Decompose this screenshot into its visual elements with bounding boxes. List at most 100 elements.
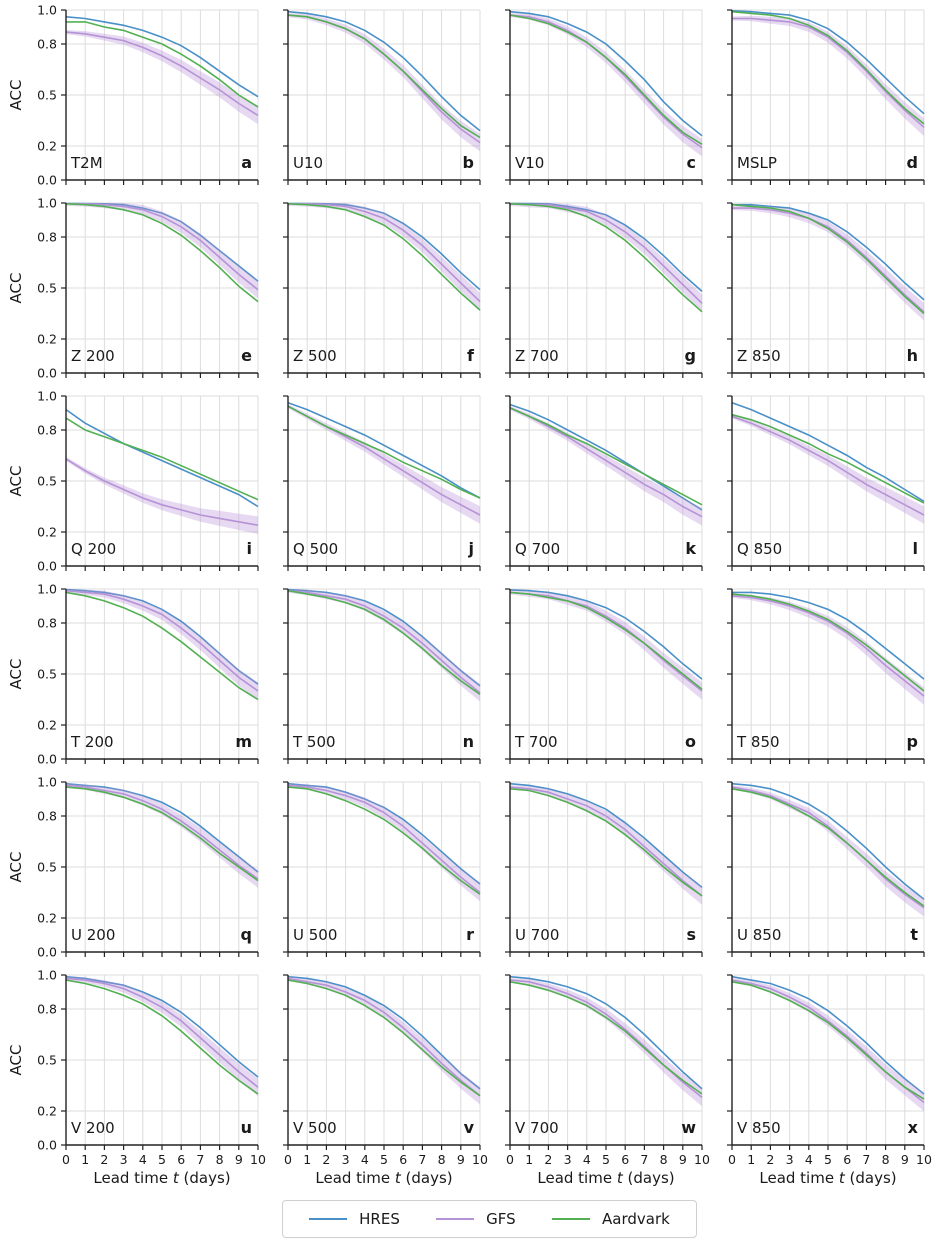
x-tick-label: 1 — [747, 1152, 755, 1167]
y-tick-label: 1.0 — [37, 196, 57, 211]
series-line-aardvark — [731, 981, 925, 1100]
series-line-gfs — [731, 595, 925, 697]
panel-letter: o — [685, 732, 696, 751]
series-line-hres — [731, 782, 925, 900]
series-line-gfs — [287, 977, 481, 1097]
panel-letter: r — [466, 925, 474, 944]
y-tick-label: 0.0 — [37, 366, 57, 381]
panel-letter: c — [687, 153, 696, 172]
series-line-hres — [65, 782, 259, 873]
x-tick-label: 6 — [399, 1152, 407, 1167]
series-band-gfs — [288, 404, 480, 524]
series-line-hres — [731, 10, 925, 115]
series-line-gfs — [732, 207, 925, 313]
series-line-aardvark — [731, 788, 925, 907]
legend-swatch-gfs — [436, 1218, 475, 1220]
series-line-gfs — [287, 784, 481, 894]
series-line-hres — [287, 782, 481, 885]
panel-variable-label: Z 500 — [293, 347, 337, 365]
x-tick-label: 3 — [564, 1152, 572, 1167]
series-line-gfs — [731, 415, 925, 516]
series-line-gfs — [287, 589, 481, 694]
panel-letter: d — [907, 153, 918, 172]
series-line-hres — [287, 10, 481, 132]
series-band-gfs — [732, 414, 924, 524]
panel-letter: s — [686, 925, 696, 944]
series-line-gfs — [65, 458, 259, 526]
series-line-hres — [509, 975, 703, 1090]
panel-c: V10 c — [505, 9, 703, 185]
legend-label-hres: HRES — [359, 1210, 400, 1228]
panel-letter: w — [681, 1118, 696, 1137]
series-line-aardvark — [65, 203, 259, 303]
panel-variable-label: Q 500 — [293, 540, 338, 558]
panel-letter: q — [241, 925, 252, 944]
series-line-aardvark — [731, 10, 925, 125]
x-axis-label: Lead time t (days) — [93, 1169, 230, 1187]
x-tick-label: 3 — [120, 1152, 128, 1167]
series-line-hres — [731, 402, 925, 503]
x-tick-label: 9 — [901, 1152, 909, 1167]
panel-letter: g — [685, 346, 696, 365]
x-tick-label: 2 — [766, 1152, 774, 1167]
series-line-aardvark — [509, 407, 703, 506]
y-tick-label: 0.2 — [37, 911, 57, 926]
panel-o: T 700 o — [505, 588, 703, 764]
y-axis-label: ACC — [7, 80, 25, 111]
y-tick-label: 0.0 — [37, 1138, 57, 1153]
x-tick-label: 1 — [303, 1152, 311, 1167]
series-line-hres — [732, 203, 925, 301]
series-band-gfs — [66, 589, 258, 700]
series-line-hres — [510, 202, 703, 292]
x-tick-label: 8 — [438, 1152, 446, 1167]
y-tick-label: 0.5 — [37, 88, 57, 103]
series-line-hres — [509, 10, 703, 137]
y-tick-label: 0.8 — [37, 616, 57, 631]
legend-swatch-aardvark — [552, 1218, 590, 1220]
series-line-aardvark — [509, 14, 703, 145]
series-line-hres — [65, 408, 259, 508]
panel-j: Q 500 j — [283, 395, 481, 571]
series-band-gfs — [510, 405, 702, 526]
panel-variable-label: T 500 — [292, 733, 336, 751]
series-band-gfs — [66, 783, 258, 888]
panel-letter: a — [241, 153, 252, 172]
panel-t: U 850 t — [727, 781, 925, 957]
panel-letter: j — [468, 539, 474, 558]
y-tick-label: 0.0 — [37, 559, 57, 574]
panel-m: 0.0 0.2 0.5 0.8 1.0 ACC T 200 m — [7, 582, 259, 767]
x-tick-label: 0 — [506, 1152, 514, 1167]
panel-variable-label: T 700 — [514, 733, 558, 751]
panel-variable-label: MSLP — [737, 154, 777, 172]
x-tick-label: 10 — [472, 1152, 488, 1167]
series-line-aardvark — [509, 981, 703, 1095]
x-tick-label: 4 — [139, 1152, 147, 1167]
panel-variable-label: Z 850 — [737, 347, 781, 365]
y-axis-label: ACC — [7, 273, 25, 304]
series-line-gfs — [288, 203, 481, 303]
panel-variable-label: Q 700 — [515, 540, 560, 558]
x-tick-label: 1 — [525, 1152, 533, 1167]
series-line-aardvark — [65, 979, 259, 1095]
series-line-aardvark — [731, 203, 925, 315]
series-line-aardvark — [287, 405, 481, 499]
x-tick-label: 0 — [728, 1152, 736, 1167]
series-line-aardvark — [65, 417, 259, 501]
y-axis-label: ACC — [7, 659, 25, 690]
panel-variable-label: T 200 — [70, 733, 114, 751]
x-axis-label: Lead time t (days) — [759, 1169, 896, 1187]
series-line-hres — [65, 16, 259, 98]
x-tick-label: 2 — [100, 1152, 108, 1167]
panel-letter: m — [235, 732, 252, 751]
x-tick-label: 3 — [342, 1152, 350, 1167]
x-tick-label: 1 — [81, 1152, 89, 1167]
x-tick-label: 3 — [786, 1152, 794, 1167]
panel-e: 0.0 0.2 0.5 0.8 1.0 ACC Z 200 e — [7, 196, 259, 381]
x-tick-label: 8 — [882, 1152, 890, 1167]
series-line-hres — [65, 975, 259, 1078]
x-tick-label: 10 — [250, 1152, 266, 1167]
x-tick-label: 2 — [544, 1152, 552, 1167]
panel-letter: t — [910, 925, 918, 944]
series-band-gfs — [66, 456, 258, 534]
